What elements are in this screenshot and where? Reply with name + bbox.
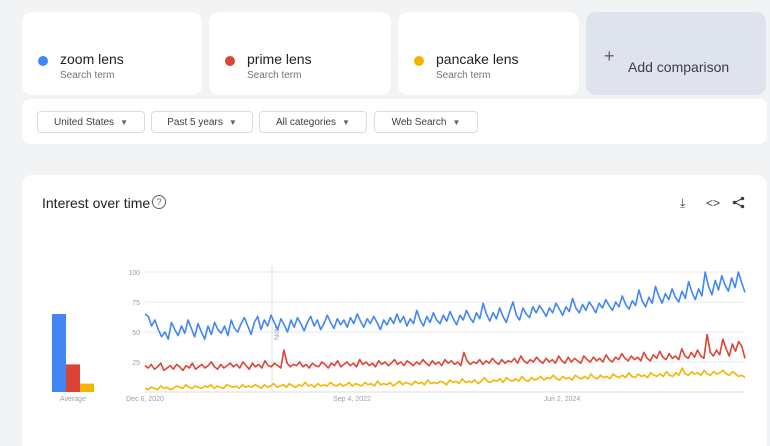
interest-chart: 100 75 50 25 Note Dec 6, 2020 Sep 4, 2022 Jun 2…	[52, 266, 746, 403]
term-subtitle: Search term	[436, 70, 491, 81]
series-color-dot	[225, 56, 235, 66]
filter-bar: United States ▼ Past 5 years ▼ All categ…	[22, 99, 767, 144]
series-line-zoom-lens	[144, 271, 746, 340]
series-color-dot	[414, 56, 424, 66]
y-tick-label: 50	[132, 330, 140, 337]
region-dropdown[interactable]: United States ▼	[37, 111, 145, 133]
x-tick-label: Jun 2, 2024	[544, 396, 581, 403]
note-label: Note	[274, 325, 281, 340]
dropdown-arrow-icon: ▼	[120, 117, 128, 127]
share-icon[interactable]	[732, 196, 745, 212]
y-tick-label: 100	[128, 270, 140, 277]
embed-icon[interactable]: <>	[706, 196, 721, 210]
time-period-value: Past 5 years	[167, 116, 223, 128]
x-tick-label: Dec 6, 2020	[126, 396, 164, 403]
region-value: United States	[54, 116, 115, 128]
category-value: All categories	[276, 116, 337, 128]
category-dropdown[interactable]: All categories ▼	[259, 111, 367, 133]
average-bar-zoom-lens	[52, 314, 66, 392]
plus-icon: +	[604, 46, 615, 66]
term-name: zoom lens	[60, 51, 124, 67]
y-tick-label: 75	[132, 300, 140, 307]
average-bar-prime-lens	[66, 364, 80, 392]
download-icon[interactable]: ⤓	[680, 196, 686, 210]
average-label: Average	[60, 396, 86, 403]
series-color-dot	[38, 56, 48, 66]
time-period-dropdown[interactable]: Past 5 years ▼	[151, 111, 253, 133]
help-icon[interactable]: ?	[152, 195, 166, 209]
y-tick-label: 25	[132, 360, 140, 367]
term-subtitle: Search term	[60, 70, 115, 81]
term-name: prime lens	[247, 51, 312, 67]
series-line-pancake-lens	[144, 367, 746, 391]
term-subtitle: Search term	[247, 70, 302, 81]
term-card-zoom-lens[interactable]: zoom lens Search term	[22, 12, 202, 95]
x-tick-label: Sep 4, 2022	[333, 396, 371, 403]
series-line-prime-lens	[144, 333, 746, 372]
interest-over-time-panel: Interest over time ? ⤓ <> 100 75 50 25 Note D…	[22, 175, 767, 446]
search-terms: zoom lens Search term prime lens Search …	[0, 0, 770, 95]
search-type-value: Web Search	[391, 116, 447, 128]
add-comparison-label: Add comparison	[628, 59, 730, 75]
average-bar-pancake-lens	[80, 383, 94, 392]
search-type-dropdown[interactable]: Web Search ▼	[374, 111, 478, 133]
dropdown-arrow-icon: ▼	[228, 117, 237, 127]
add-comparison-button[interactable]: + Add comparison	[586, 12, 766, 95]
term-name: pancake lens	[436, 51, 519, 67]
dropdown-arrow-icon: ▼	[342, 117, 350, 127]
term-card-prime-lens[interactable]: prime lens Search term	[209, 12, 391, 95]
panel-title: Interest over time	[42, 195, 151, 211]
dropdown-arrow-icon: ▼	[452, 117, 461, 127]
term-card-pancake-lens[interactable]: pancake lens Search term	[398, 12, 579, 95]
